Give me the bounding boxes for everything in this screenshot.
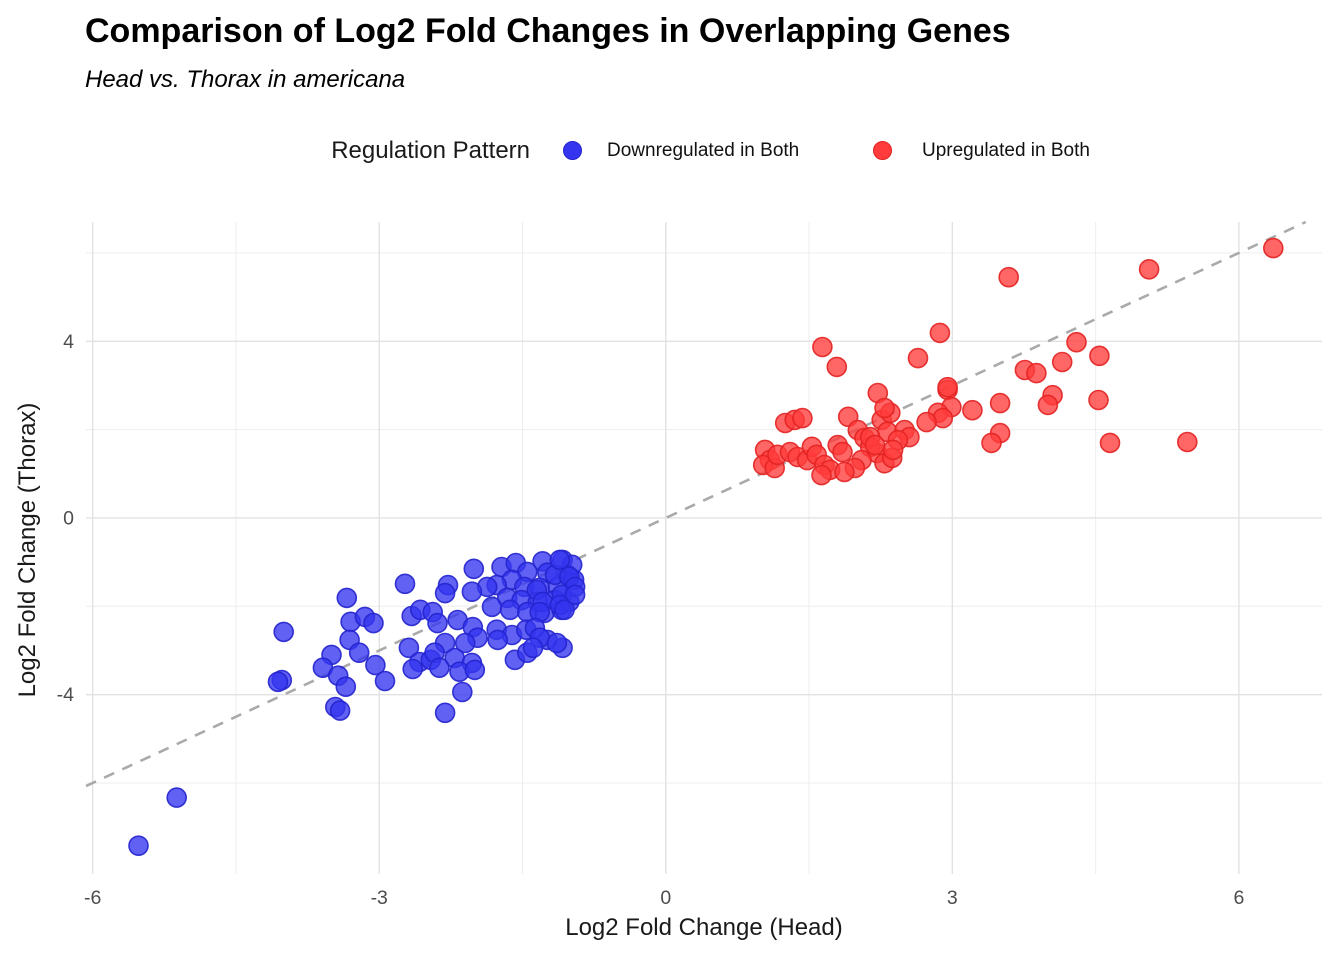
data-point-upregulated [874,397,895,419]
legend-key-downregulated-icon [563,141,582,160]
data-point-upregulated [989,392,1011,414]
data-point-downregulated [427,612,448,634]
data-point-upregulated [864,434,886,456]
data-point-downregulated [554,599,575,621]
data-point-downregulated [499,599,521,621]
data-point-downregulated [273,621,295,643]
data-point-upregulated [1177,431,1198,453]
data-point-downregulated [267,671,289,693]
chart-subtitle: Head vs. Thorax in americana [85,66,406,93]
data-point-upregulated [1263,237,1284,259]
legend-title: Regulation Pattern [331,137,530,164]
x-axis-title: Log2 Fold Change (Head) [565,914,843,941]
data-point-upregulated [916,411,937,433]
y-tick-label: 4 [63,331,74,353]
data-point-upregulated [1088,389,1109,411]
x-tick-label: -3 [371,887,388,909]
x-tick-label: 6 [1233,887,1244,909]
chart-title: Comparison of Log2 Fold Changes in Overl… [85,12,1011,50]
data-point-upregulated [937,376,958,398]
data-point-upregulated [1066,331,1087,353]
y-axis-title: Log2 Fold Change (Thorax) [14,402,41,698]
data-point-upregulated [1089,345,1110,367]
data-point-downregulated [336,587,358,609]
identity-line [85,220,1307,788]
data-point-downregulated [363,612,384,634]
data-point-upregulated [1051,351,1073,373]
data-point-upregulated [834,461,855,483]
data-point-downregulated [365,654,386,676]
legend-key-upregulated-icon [873,141,892,160]
data-point-downregulated [451,681,473,703]
data-point-downregulated [546,632,568,654]
data-point-downregulated [461,581,483,603]
data-point-downregulated [463,558,485,580]
data-point-downregulated [329,700,351,721]
data-point-upregulated [811,464,832,486]
data-point-upregulated [1037,394,1059,416]
x-tick-label: -6 [84,887,101,909]
data-point-downregulated [335,676,357,698]
data-point-upregulated [1138,258,1160,280]
data-point-downregulated [429,657,450,679]
data-point-upregulated [981,432,1002,454]
data-point-downregulated [128,835,149,857]
data-point-upregulated [929,322,951,344]
data-point-downregulated [348,642,370,664]
legend-label-upregulated: Upregulated in Both [922,140,1090,161]
data-point-upregulated [907,347,929,369]
data-point-downregulated [398,637,420,659]
data-point-downregulated [564,584,586,606]
data-point-upregulated [998,266,1020,288]
data-point-downregulated [374,670,396,692]
legend: Regulation Pattern Downregulated in Both… [0,134,1344,170]
data-point-upregulated [826,356,848,378]
data-point-upregulated [792,407,813,429]
data-point-upregulated [962,399,983,421]
x-tick-label: 0 [660,887,671,909]
y-tick-label: -4 [57,684,74,706]
data-point-downregulated [549,549,571,571]
data-point-downregulated [394,573,416,595]
data-point-upregulated [832,441,853,463]
data-point-downregulated [487,629,509,651]
data-point-downregulated [481,596,503,618]
data-point-upregulated [882,439,904,461]
legend-label-downregulated: Downregulated in Both [607,140,800,161]
data-point-downregulated [454,632,476,654]
data-point-upregulated [1026,362,1047,384]
x-tick-label: 3 [947,887,958,909]
data-point-downregulated [166,787,187,808]
data-point-upregulated [1099,432,1121,454]
data-point-downregulated [434,702,456,724]
data-point-downregulated [434,582,456,604]
data-point-downregulated [522,637,544,659]
data-point-upregulated [812,336,833,358]
data-point-downregulated [464,659,486,681]
y-tick-label: 0 [63,507,74,529]
data-point-downregulated [402,658,424,680]
